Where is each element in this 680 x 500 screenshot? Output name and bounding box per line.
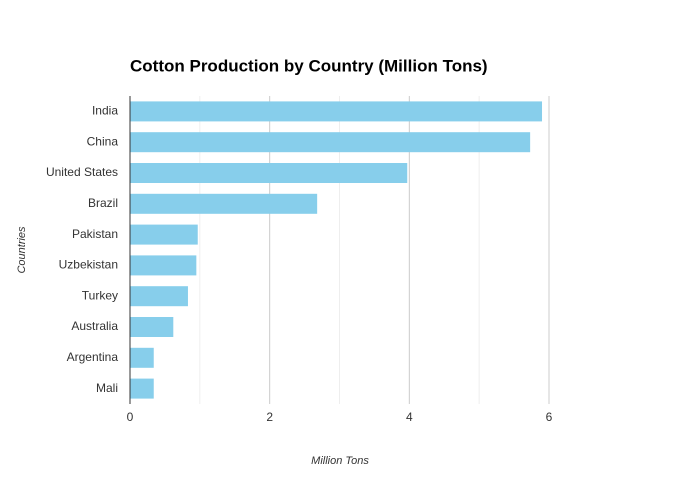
- bar: [130, 101, 543, 122]
- y-tick-label: Mali: [96, 381, 118, 395]
- y-tick-label: Uzbekistan: [59, 258, 118, 272]
- x-tick-label: 2: [266, 410, 273, 424]
- x-tick-label: 6: [546, 410, 553, 424]
- x-tick-label: 4: [406, 410, 413, 424]
- y-tick-label: Australia: [71, 319, 118, 333]
- y-tick-label: Brazil: [88, 196, 118, 210]
- y-tick-label: China: [87, 134, 119, 148]
- chart-title: Cotton Production by Country (Million To…: [130, 56, 488, 75]
- y-tick-label: United States: [46, 165, 118, 179]
- x-tick-label: 0: [127, 410, 134, 424]
- bar: [130, 317, 174, 337]
- bar: [130, 132, 531, 153]
- y-axis-title: Countries: [16, 226, 28, 274]
- bar: [130, 286, 188, 307]
- bar: [130, 224, 198, 245]
- bar: [130, 378, 154, 399]
- y-tick-label: Turkey: [82, 288, 118, 302]
- y-tick-label: Argentina: [67, 350, 119, 364]
- bar: [130, 193, 318, 214]
- bar: [130, 347, 154, 368]
- bar: [130, 255, 197, 276]
- bar: [130, 163, 408, 183]
- x-axis-title: Million Tons: [311, 455, 369, 467]
- y-tick-label: Pakistan: [72, 227, 118, 241]
- y-tick-label: India: [92, 104, 118, 118]
